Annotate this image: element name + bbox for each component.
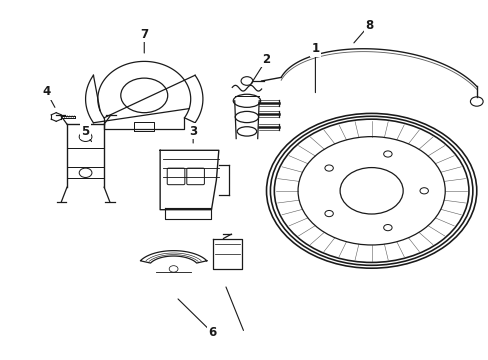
Text: 2: 2: [262, 53, 270, 66]
Text: 7: 7: [140, 28, 148, 41]
Text: 4: 4: [42, 85, 50, 98]
Text: 8: 8: [365, 19, 372, 32]
Text: 1: 1: [311, 42, 319, 55]
Text: 5: 5: [81, 125, 89, 138]
Text: 3: 3: [189, 125, 197, 138]
Text: 6: 6: [208, 327, 216, 339]
